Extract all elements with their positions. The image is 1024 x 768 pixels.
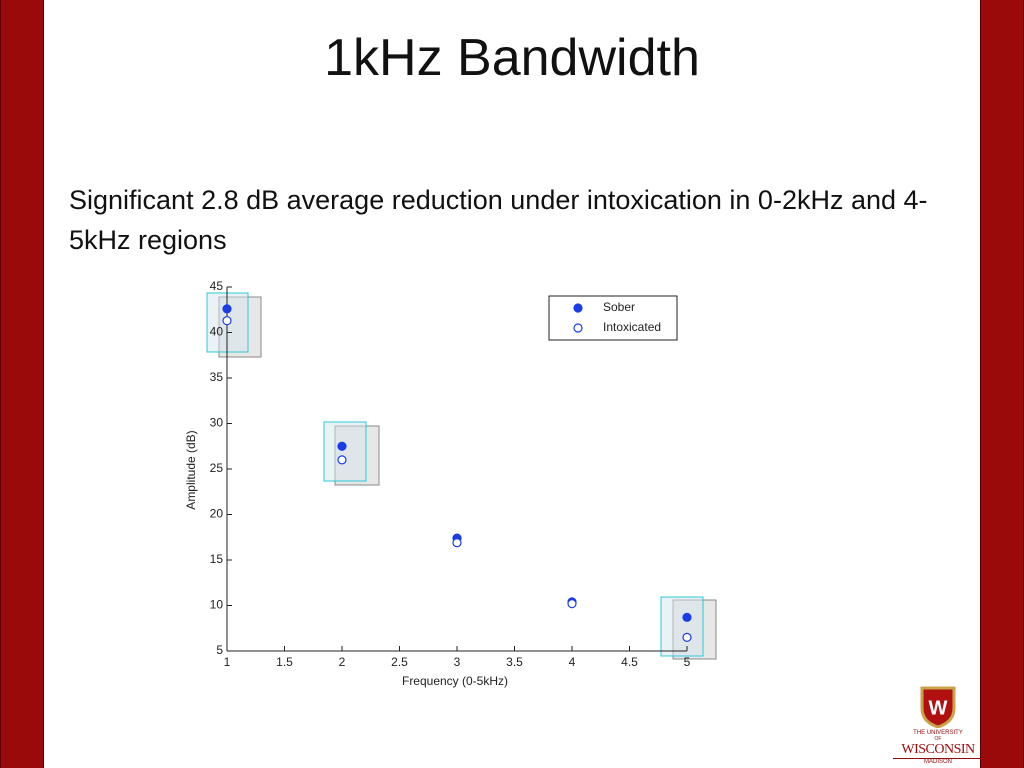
legend-label: Intoxicated: [603, 320, 661, 334]
legend-box: [548, 295, 678, 341]
point: [452, 538, 462, 548]
x-axis-label: Frequency (0-5kHz): [402, 674, 508, 688]
y-tick-label: 20: [210, 507, 224, 521]
slide-body: Significant 2.8 dB average reduction und…: [69, 185, 928, 255]
y-axis-label: Amplitude (dB): [184, 430, 198, 509]
point: [682, 612, 692, 622]
legend-marker: [573, 303, 583, 313]
y-tick-label: 10: [210, 598, 224, 612]
highlight-box: [323, 421, 367, 482]
x-tick-label: 1: [224, 655, 231, 669]
point: [337, 455, 347, 465]
logo-text: OF: [934, 736, 942, 742]
x-tick-label: 1.5: [276, 655, 293, 669]
highlight-box: [660, 596, 704, 657]
x-tick-label: 3.5: [506, 655, 523, 669]
legend-label: Sober: [603, 300, 635, 314]
left-border: [0, 0, 44, 768]
y-tick-label: 40: [210, 325, 224, 339]
x-tick-label: 2: [339, 655, 346, 669]
legend-marker: [573, 323, 583, 333]
crest: W: [920, 686, 956, 728]
right-border: [980, 0, 1024, 768]
logo-text: WISCONSIN: [893, 742, 983, 759]
svg-text:W: W: [929, 697, 948, 719]
logo: W THE UNIVERSITY OF WISCONSIN MADISON: [893, 684, 983, 765]
point: [222, 316, 232, 326]
point: [567, 599, 577, 609]
logo-text: MADISON: [923, 759, 952, 765]
logo-text: THE UNIVERSITY: [913, 730, 963, 736]
x-tick-label: 5: [684, 655, 691, 669]
x-tick-label: 4.5: [621, 655, 638, 669]
point: [222, 304, 232, 314]
point: [337, 441, 347, 451]
plot: 5 10 15 20 25 30 35 40 45 1 1.5 2 2.5 3 3.5 4 4.5 5 Sober I…: [210, 279, 692, 669]
y-tick-label: 30: [210, 416, 224, 430]
x-tick-label: 4: [569, 655, 576, 669]
y-tick-label: 25: [210, 461, 224, 475]
y-tick-label: 45: [210, 279, 224, 293]
y-tick-label: 15: [210, 552, 224, 566]
point: [682, 632, 692, 642]
x-tick-label: 2.5: [391, 655, 408, 669]
y-tick-label: 35: [210, 370, 224, 384]
x-tick-label: 3: [454, 655, 461, 669]
slide-title: 1kHz Bandwidth: [324, 29, 700, 87]
y-tick-label: 5: [216, 643, 223, 657]
